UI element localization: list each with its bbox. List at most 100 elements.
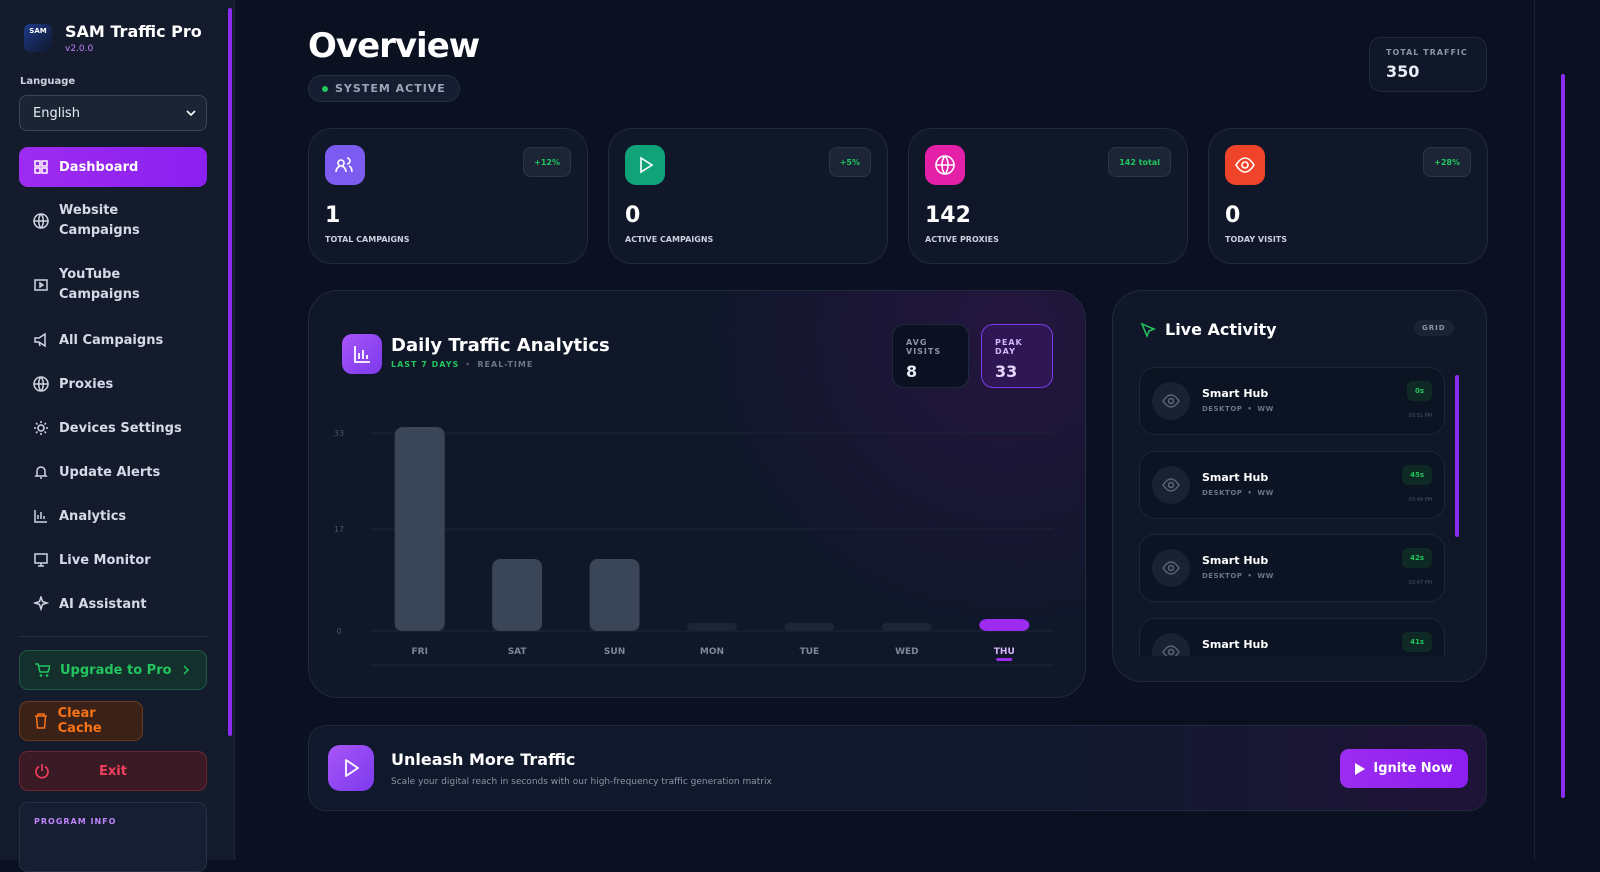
mode-toggle[interactable]: GRID — [1414, 320, 1454, 336]
bar-base — [687, 623, 737, 631]
activity-meta: DESKTOP • WW — [1202, 405, 1274, 413]
activity-item: Smart Hub DESKTOP • WW 45s 03:49 PM — [1139, 450, 1445, 519]
banner-title: Unleash More Traffic — [391, 750, 576, 769]
chevron — [183, 665, 190, 675]
timestamp: 03:49 PM — [1408, 496, 1432, 503]
separator: • — [1247, 488, 1253, 497]
play-icon — [1355, 762, 1366, 775]
nav-label: All Campaigns — [59, 332, 164, 348]
stat-card: +5% 0 ACTIVE CAMPAIGNS — [608, 128, 888, 264]
x-tick-label: TUE — [800, 647, 820, 657]
stat-badge: +5% — [828, 147, 871, 177]
stat-glyph — [640, 156, 654, 174]
x-tick-label: FRI — [411, 647, 427, 657]
chart-subtitle: LAST 7 DAYS • REAL-TIME — [391, 360, 533, 369]
icon-shape — [34, 160, 48, 174]
bar — [394, 427, 445, 631]
avg-label: AVG VISITS — [906, 338, 942, 356]
icon-shape — [33, 596, 49, 612]
nav-item[interactable]: YouTube Campaigns — [19, 261, 207, 309]
edge — [1534, 0, 1535, 860]
stat-value: 0 — [625, 203, 641, 228]
exit-button[interactable]: Exit — [19, 751, 207, 791]
peak-day: PEAK DAY 33 — [981, 324, 1053, 388]
nav-item[interactable]: Website Campaigns — [19, 197, 207, 245]
stat-value: 142 — [925, 203, 971, 228]
separator: • — [465, 360, 472, 369]
chart-icon — [342, 334, 382, 374]
nav-item[interactable]: Devices Settings — [19, 408, 207, 448]
nav-icon — [34, 466, 48, 479]
stat-badge: +28% — [1423, 147, 1471, 177]
bar-base — [881, 623, 932, 631]
y-tick-label: 33 — [334, 429, 344, 438]
bar-base — [784, 623, 835, 631]
clear-cache-button[interactable]: Clear Cache — [19, 701, 143, 741]
duration: 41s — [1402, 631, 1432, 652]
bar-chart: 0 17 33 FRI SAT SUN MON TUE WED THU — [334, 427, 1053, 666]
bar — [589, 559, 640, 631]
stat-icon — [625, 145, 665, 185]
x-tick-label: WED — [895, 647, 919, 657]
clear-cache-label: Clear Cache — [57, 706, 102, 736]
nav-label: Dashboard — [59, 159, 139, 175]
stat-glyph — [935, 155, 955, 175]
device: DESKTOP — [1202, 405, 1243, 413]
eye-badge — [1152, 382, 1190, 420]
language-select[interactable]: English — [19, 95, 207, 131]
logo: SAM — [24, 24, 52, 52]
nav-item[interactable]: All Campaigns — [19, 320, 207, 360]
nav-label: Analytics — [59, 508, 127, 524]
page-scrollbar — [1561, 74, 1565, 798]
stat-label: TODAY VISITS — [1225, 235, 1288, 244]
chart-glyph — [354, 346, 370, 363]
stat-label: ACTIVE PROXIES — [925, 235, 999, 244]
nav-icon — [34, 553, 48, 567]
scrollbar — [228, 8, 232, 736]
stat-card: 142 total 142 ACTIVE PROXIES — [908, 128, 1188, 264]
status-text: SYSTEM ACTIVE — [335, 82, 446, 95]
nav-icon — [33, 213, 49, 229]
status-dot — [322, 86, 328, 92]
activity-title: Live Activity — [1165, 320, 1277, 339]
upgrade-button[interactable]: Upgrade to Pro — [19, 650, 207, 690]
ignite-label: Ignite Now — [1373, 761, 1453, 776]
promo-banner: Unleash More Traffic Scale your digital … — [308, 725, 1487, 811]
icon-shape — [33, 213, 49, 229]
icon-shape — [34, 553, 48, 567]
activity-item: Smart Hub DESKTOP • WW 0s 03:51 PM — [1139, 367, 1445, 435]
avg-value: 8 — [906, 362, 918, 381]
exit-label: Exit — [99, 763, 127, 779]
stat-icon — [925, 145, 965, 185]
eye-icon — [1162, 561, 1180, 575]
dropdown-arrow — [186, 110, 196, 117]
nav-item[interactable]: Update Alerts — [19, 452, 207, 492]
icon-shape — [640, 156, 654, 174]
nav-item[interactable]: Dashboard — [19, 147, 207, 187]
icon-shape — [34, 332, 46, 348]
icon-shape — [1162, 477, 1180, 492]
duration: 42s — [1402, 548, 1432, 568]
region: WW — [1257, 488, 1274, 497]
app-name: SAM Traffic Pro — [65, 22, 202, 41]
eye-icon — [1162, 394, 1180, 408]
y-tick-label: 0 — [336, 627, 341, 636]
activity-name: Smart Hub — [1202, 470, 1269, 484]
stat-value: 1 — [325, 203, 341, 228]
x-tick-label: MON — [700, 647, 724, 657]
icon-shape — [1235, 157, 1255, 173]
cursor-icon — [1140, 322, 1156, 338]
nav-item[interactable]: AI Assistant — [19, 584, 207, 624]
nav-icon — [34, 332, 46, 348]
stat-glyph — [1235, 157, 1255, 173]
nav-item[interactable]: Proxies — [19, 364, 207, 404]
nav-item[interactable]: Analytics — [19, 496, 207, 536]
nav-icon — [34, 510, 47, 523]
ignite-button[interactable]: Ignite Now — [1340, 749, 1468, 788]
x-tick-label: SUN — [604, 647, 625, 657]
stat-glyph — [335, 157, 353, 173]
nav-item[interactable]: Live Monitor — [19, 540, 207, 580]
activity-list: Smart Hub DESKTOP • WW 0s 03:51 PM Smart Hub DE… — [1139, 367, 1447, 656]
stat-badge: 142 total — [1108, 147, 1171, 177]
eye-icon — [1162, 477, 1180, 492]
